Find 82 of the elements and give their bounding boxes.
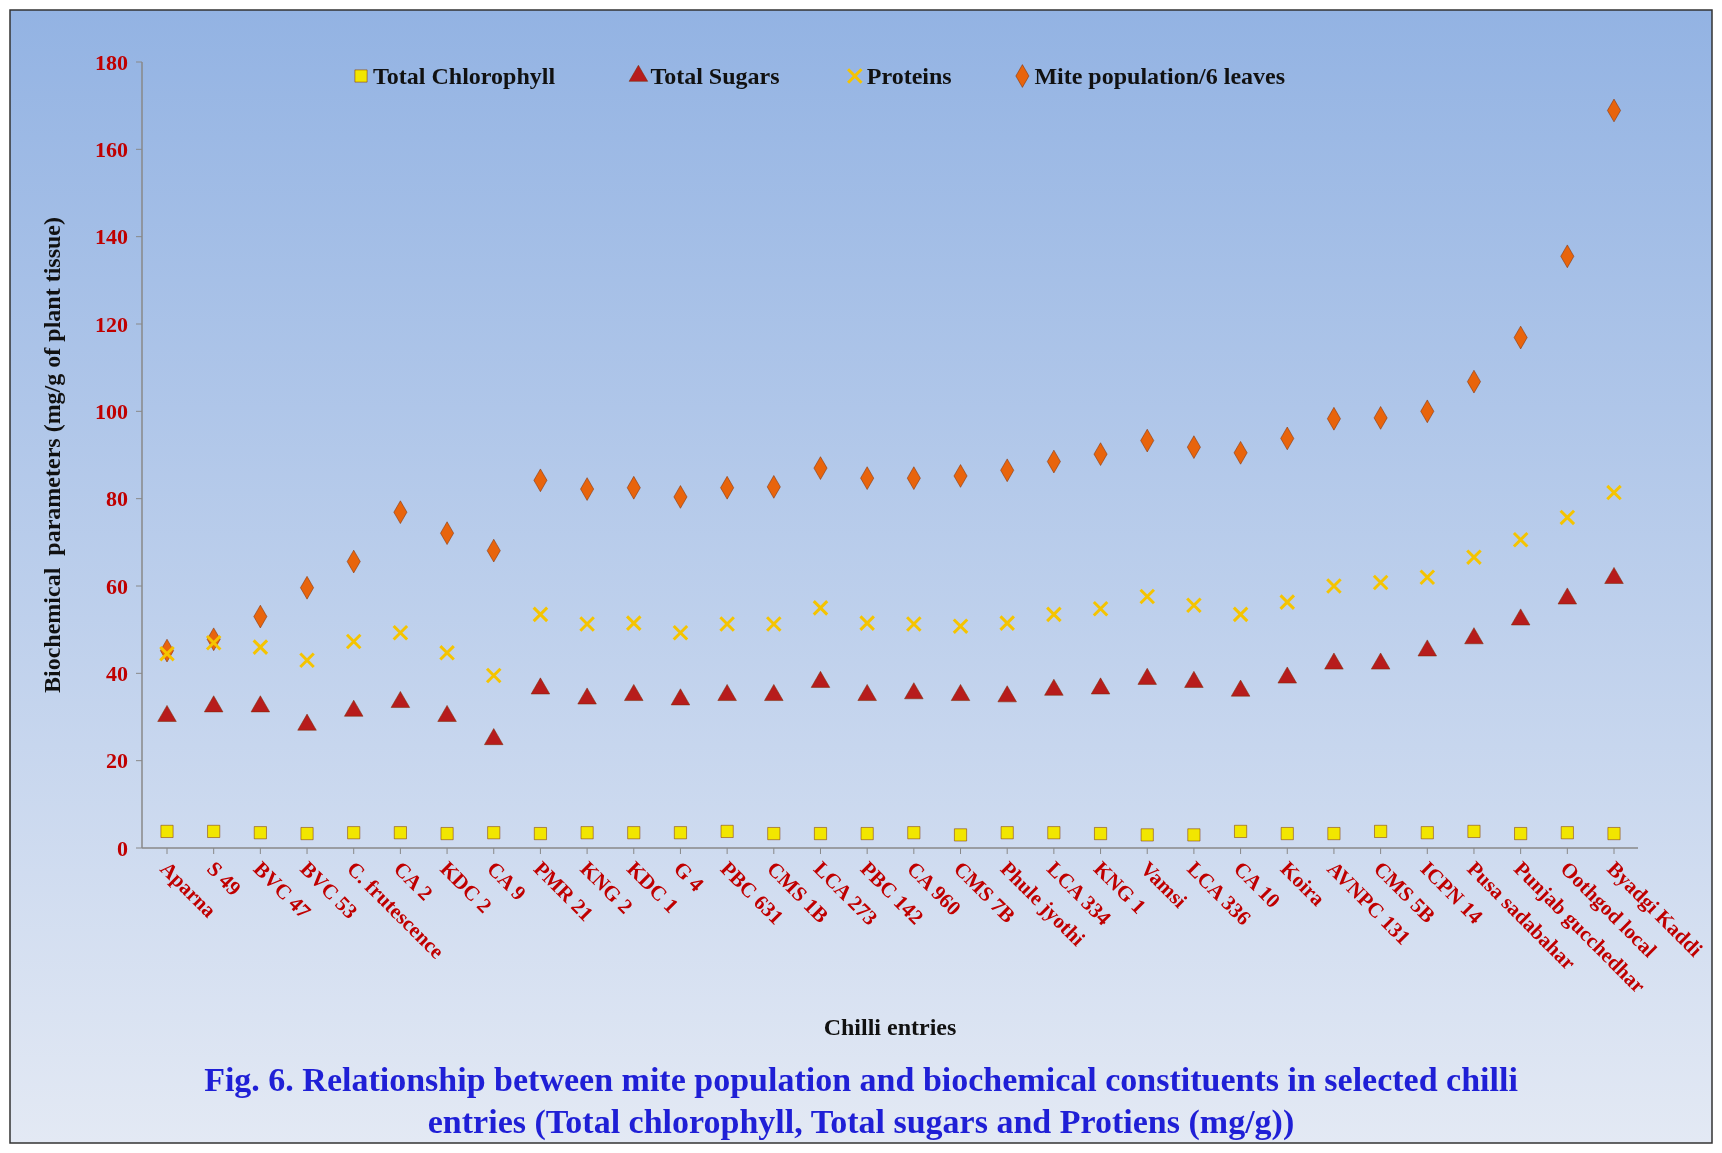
y-tick-label: 80 (106, 486, 128, 512)
point (487, 826, 501, 840)
point (160, 825, 174, 838)
point (347, 826, 361, 840)
point (485, 667, 502, 684)
point (672, 624, 689, 641)
x-axis-title: Chilli entries (823, 1014, 957, 1040)
point (812, 599, 829, 617)
point (1559, 509, 1576, 526)
point (1327, 827, 1341, 840)
point (1419, 569, 1436, 586)
point (394, 826, 407, 840)
point (253, 826, 267, 840)
point (345, 633, 362, 650)
legend-label: Total Sugars (650, 63, 780, 90)
point (954, 828, 967, 842)
y-tick-label: 160 (95, 137, 128, 163)
point (1420, 826, 1434, 840)
point (392, 624, 409, 641)
point (1000, 826, 1014, 840)
y-axis-title: Biochemical parameters (mg/g of plant tissue) (39, 217, 65, 693)
y-tick-label: 40 (106, 661, 128, 687)
point (1514, 827, 1528, 840)
legend-label: Mite population/6 leaves (1034, 63, 1286, 90)
point (625, 614, 643, 632)
point (534, 827, 547, 840)
point (1185, 596, 1203, 614)
point (1232, 606, 1249, 623)
point (767, 827, 781, 840)
point (1138, 588, 1156, 605)
point (300, 827, 314, 840)
point (627, 826, 641, 840)
x-tick-label: G 4 (668, 856, 709, 897)
point (720, 825, 734, 838)
point (1607, 827, 1621, 840)
point (952, 617, 969, 635)
y-tick-label: 140 (95, 224, 128, 250)
point (580, 826, 594, 840)
y-tick-label: 180 (95, 49, 128, 75)
point (1325, 577, 1343, 595)
point (438, 644, 456, 662)
point (1605, 484, 1623, 501)
y-tick-label: 100 (95, 399, 128, 425)
point (578, 615, 596, 633)
point (1512, 531, 1529, 548)
point (1374, 825, 1387, 838)
point (1279, 593, 1296, 611)
point (207, 825, 221, 838)
point (814, 827, 827, 840)
point (858, 614, 876, 632)
point (1280, 827, 1294, 840)
point (998, 614, 1016, 632)
point (718, 615, 736, 633)
point (298, 652, 316, 669)
point (907, 826, 921, 840)
point (1467, 825, 1481, 838)
point (1372, 574, 1389, 591)
legend-label: Proteins (866, 63, 952, 90)
point (905, 615, 923, 633)
point (860, 827, 874, 840)
point (1092, 600, 1109, 617)
point (1465, 548, 1483, 566)
point (1047, 826, 1061, 840)
point (1140, 828, 1154, 842)
point (1560, 826, 1574, 840)
point (1094, 827, 1107, 840)
point (205, 634, 222, 651)
point (1234, 825, 1247, 838)
y-tick-label: 60 (106, 573, 128, 599)
point (765, 615, 783, 633)
point (674, 826, 687, 840)
point (252, 638, 269, 656)
point (1045, 606, 1063, 623)
y-tick-label: 0 (117, 835, 128, 861)
point (1187, 828, 1201, 842)
text: Fig. 6. Relationship between mite population and biochemical constituents in selected chilli entries (Total chlorophyll, Total sugars and Protiens (mg/g)) (204, 1061, 1518, 1141)
point (532, 606, 549, 623)
y-tick-label: 20 (106, 748, 128, 774)
legend-label: Total Chlorophyll (373, 63, 556, 90)
y-tick-label: 120 (95, 311, 128, 337)
point (440, 827, 454, 840)
point (158, 645, 176, 662)
